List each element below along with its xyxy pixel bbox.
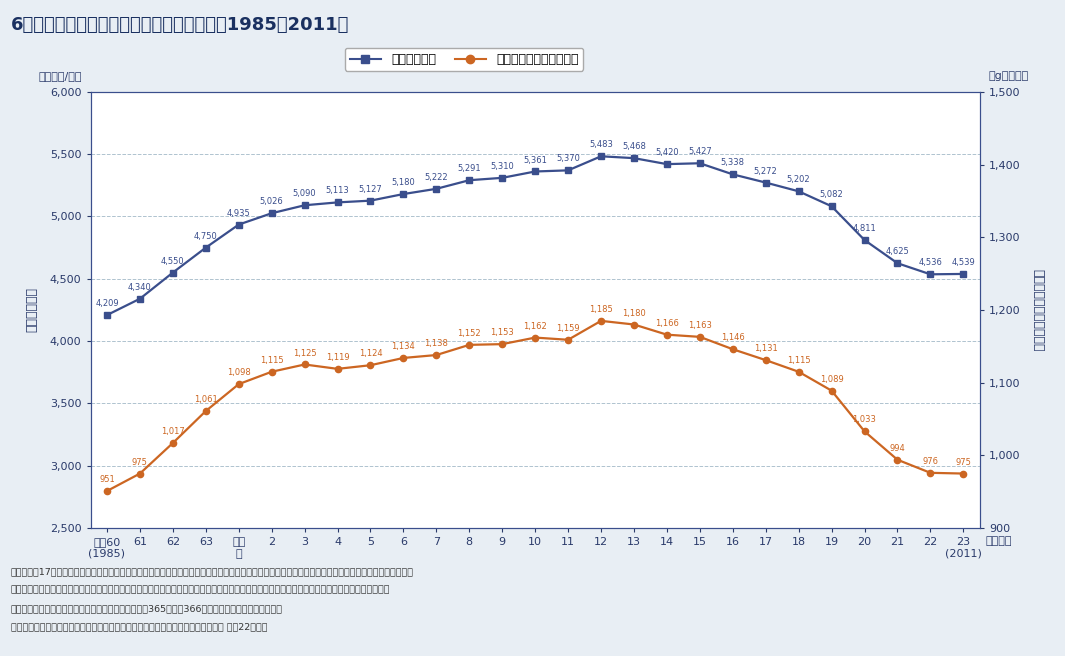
Text: 資料：環境省大臣官房廃棄物・リサイクル対策部廃棄物対策課「日本の廃棄物処理 平成22年版」: 資料：環境省大臣官房廃棄物・リサイクル対策部廃棄物対策課「日本の廃棄物処理 平成… (11, 623, 267, 632)
Text: 的な推進を図るための基本的な方針」における、「一般廃棄物の排出量（計画収集量＋直接搬入量＋資源ごみの集団回収量）」と同様とした。: 的な推進を図るための基本的な方針」における、「一般廃棄物の排出量（計画収集量＋直… (11, 586, 390, 595)
Text: 5,338: 5,338 (721, 158, 744, 167)
Text: 5,127: 5,127 (359, 185, 382, 194)
Text: 1,163: 1,163 (688, 321, 711, 330)
Text: （万トン/年）: （万トン/年） (38, 71, 82, 81)
Text: 1,115: 1,115 (787, 356, 810, 365)
Text: 6．我が国の一人当たりゴミ排出量の推移（1985〜2011）: 6．我が国の一人当たりゴミ排出量の推移（1985〜2011） (11, 16, 349, 34)
Text: 5,483: 5,483 (589, 140, 613, 150)
Text: 1,124: 1,124 (359, 349, 382, 358)
Text: 5,090: 5,090 (293, 190, 316, 198)
Text: 1,131: 1,131 (754, 344, 777, 353)
Text: 1,089: 1,089 (820, 375, 843, 384)
Text: 1,098: 1,098 (227, 368, 250, 377)
Text: 4,811: 4,811 (853, 224, 876, 233)
Text: 1,185: 1,185 (589, 305, 613, 314)
Text: 1,152: 1,152 (458, 329, 481, 338)
Text: 975: 975 (132, 458, 148, 466)
Text: （年度）: （年度） (985, 536, 1012, 546)
Text: 1,017: 1,017 (161, 427, 184, 436)
Text: 4,550: 4,550 (161, 256, 184, 266)
Text: 5,361: 5,361 (523, 155, 547, 165)
Text: 976: 976 (922, 457, 938, 466)
Text: 1,033: 1,033 (853, 415, 876, 424)
Text: 1,125: 1,125 (293, 348, 316, 358)
Text: 5,420: 5,420 (655, 148, 678, 157)
Text: 4,750: 4,750 (194, 232, 217, 241)
Text: 4,625: 4,625 (886, 247, 910, 256)
Y-axis label: ごみ総排出量: ごみ総排出量 (26, 287, 38, 333)
Text: ・１人１日当りごみ排出量は総排出量を総人口＊365日又は366日でそれぞれ除した値である。: ・１人１日当りごみ排出量は総排出量を総人口＊365日又は366日でそれぞれ除した… (11, 604, 282, 613)
Text: 5,272: 5,272 (754, 167, 777, 176)
Text: 5,180: 5,180 (392, 178, 415, 187)
Text: （g／人日）: （g／人日） (988, 71, 1029, 81)
Text: 5,370: 5,370 (556, 154, 580, 163)
Legend: ごみ総排出量, １人１日当りごみ排出量: ごみ総排出量, １人１日当りごみ排出量 (345, 48, 584, 71)
Text: 1,138: 1,138 (425, 339, 448, 348)
Text: 1,162: 1,162 (523, 321, 547, 331)
Text: 5,082: 5,082 (820, 190, 843, 199)
Text: 1,166: 1,166 (655, 319, 678, 328)
Y-axis label: １人１日当りごみ排出量: １人１日当りごみ排出量 (1032, 269, 1045, 351)
Text: 5,222: 5,222 (425, 173, 448, 182)
Text: 1,061: 1,061 (194, 395, 217, 404)
Text: 5,202: 5,202 (787, 175, 810, 184)
Text: 951: 951 (99, 475, 115, 484)
Text: 1,159: 1,159 (556, 324, 580, 333)
Text: 注：・平成17年度実績の取りまとめより「ごみ総排出量」は、廃棄物処理法に基づく「廃棄物の減量その他その適正な処理に関する施策の総合的かつ計画: 注：・平成17年度実績の取りまとめより「ごみ総排出量」は、廃棄物処理法に基づく「… (11, 567, 413, 577)
Text: 5,427: 5,427 (688, 148, 711, 156)
Text: 4,935: 4,935 (227, 209, 250, 218)
Text: 1,153: 1,153 (490, 328, 514, 337)
Text: 1,134: 1,134 (392, 342, 415, 351)
Text: 1,180: 1,180 (622, 308, 645, 318)
Text: 994: 994 (889, 444, 905, 453)
Text: 1,119: 1,119 (326, 353, 349, 362)
Text: 1,115: 1,115 (260, 356, 283, 365)
Text: 5,310: 5,310 (490, 162, 514, 171)
Text: 5,113: 5,113 (326, 186, 349, 195)
Text: 4,209: 4,209 (95, 299, 119, 308)
Text: 5,468: 5,468 (622, 142, 645, 151)
Text: 5,026: 5,026 (260, 197, 283, 206)
Text: 4,536: 4,536 (918, 258, 943, 268)
Text: 1,146: 1,146 (721, 333, 744, 342)
Text: 5,291: 5,291 (458, 164, 481, 173)
Text: 4,539: 4,539 (951, 258, 976, 267)
Text: 4,340: 4,340 (128, 283, 152, 292)
Text: 975: 975 (955, 458, 971, 466)
